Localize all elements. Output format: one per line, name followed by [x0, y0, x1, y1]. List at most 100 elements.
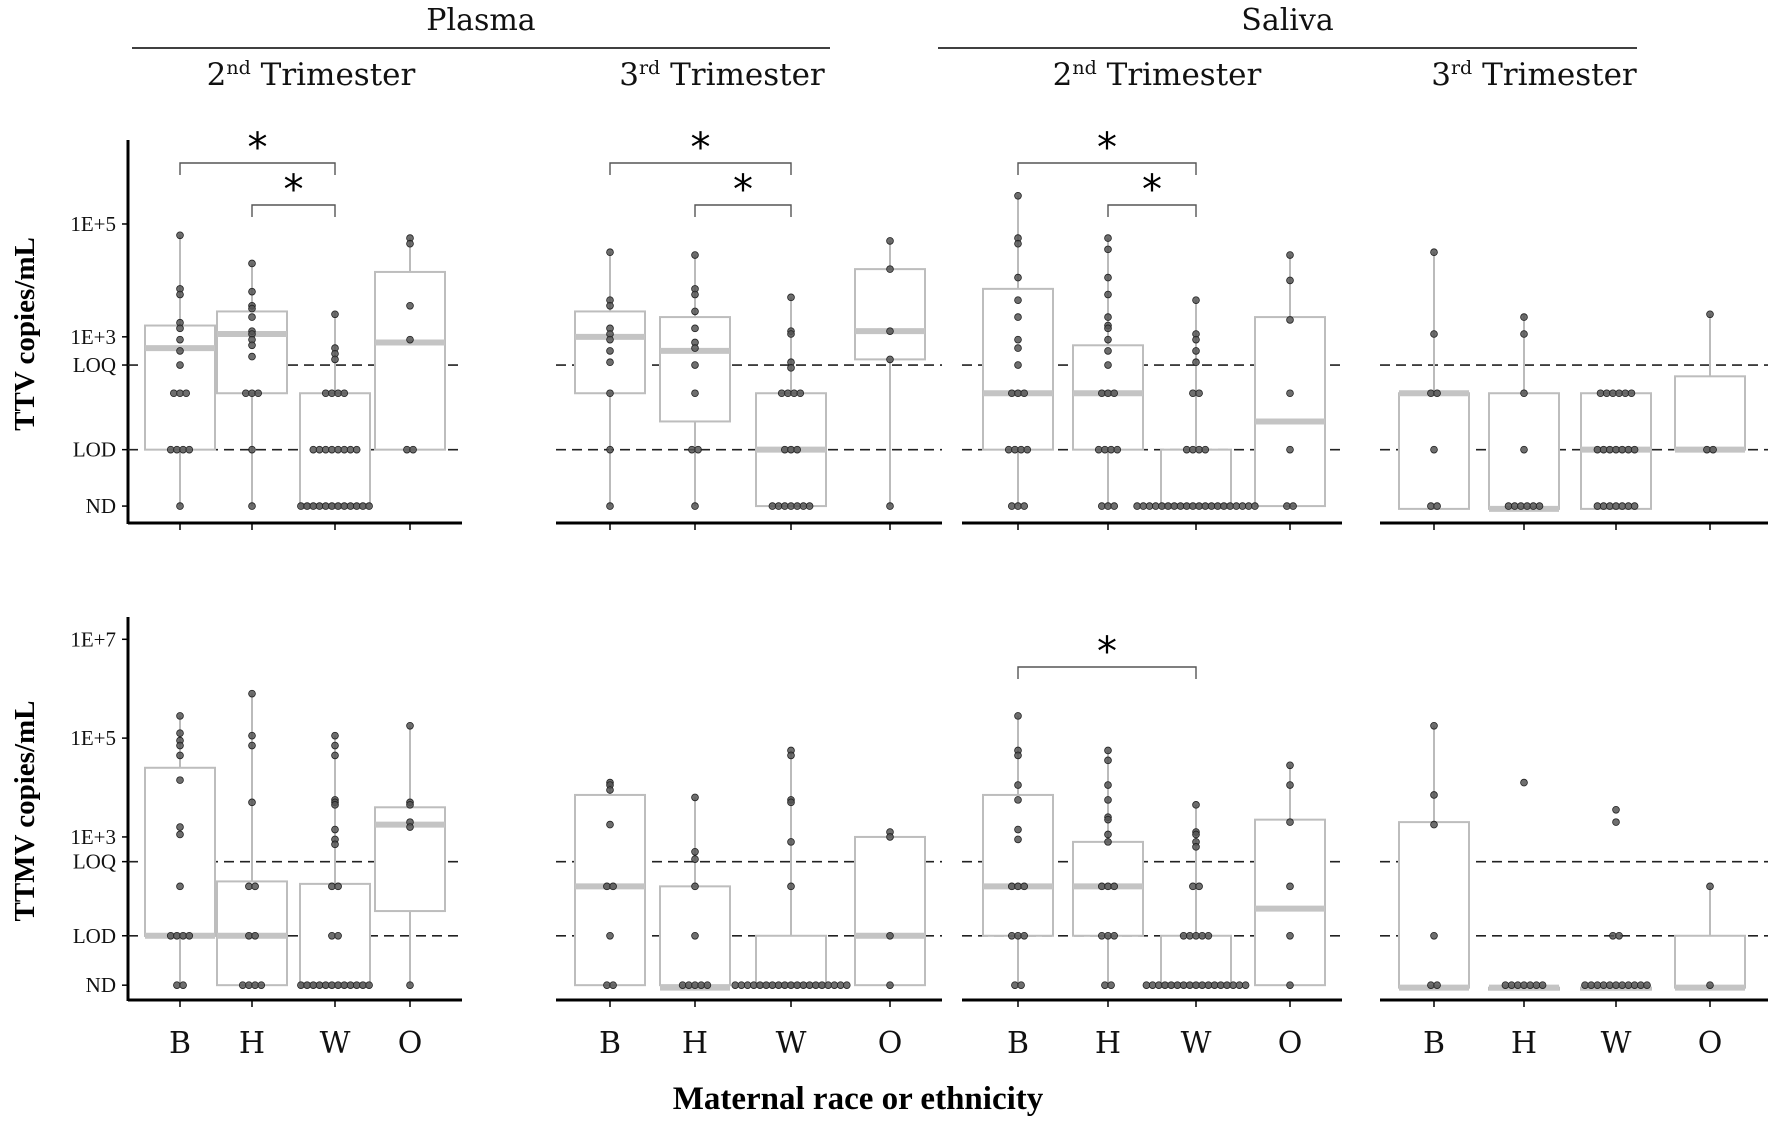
data-point: [1517, 502, 1525, 510]
data-point: [1192, 931, 1200, 940]
data-point: [1430, 931, 1438, 940]
data-point: [1110, 389, 1118, 398]
data-point: [1606, 445, 1614, 454]
data-point: [886, 237, 894, 245]
significance-bracket: [1107, 204, 1197, 217]
data-point: [406, 823, 414, 831]
data-point: [609, 882, 617, 891]
data-point: [1167, 981, 1175, 989]
data-point: [176, 290, 184, 299]
data-point: [1251, 502, 1259, 510]
box: [659, 316, 731, 423]
x-tick-label: B: [169, 1026, 191, 1061]
data-point: [1094, 445, 1103, 454]
data-point: [787, 293, 795, 302]
data-point: [1186, 931, 1194, 940]
data-point: [1223, 981, 1231, 989]
x-tick-label: O: [1278, 1026, 1303, 1061]
data-point: [1104, 756, 1112, 765]
data-point: [793, 981, 801, 989]
data-point: [176, 389, 184, 398]
data-point: [777, 389, 786, 398]
data-point: [787, 798, 795, 807]
x-tick-label: H: [1095, 1026, 1121, 1061]
data-point: [1139, 502, 1148, 510]
data-point: [703, 981, 712, 989]
data-point: [606, 445, 614, 454]
data-point: [1596, 389, 1605, 398]
data-point: [406, 981, 414, 989]
data-point: [1107, 981, 1115, 989]
data-point: [1204, 981, 1213, 989]
data-point: [1593, 445, 1602, 454]
data-point: [1004, 445, 1013, 454]
data-point: [787, 838, 795, 846]
data-point: [886, 265, 894, 273]
data-point: [248, 798, 256, 807]
data-point: [185, 445, 194, 454]
data-point: [1179, 981, 1188, 989]
data-point: [1014, 361, 1022, 369]
data-point: [245, 981, 253, 989]
x-tick-label: O: [398, 1026, 423, 1061]
data-point: [1286, 389, 1294, 398]
data-point: [1612, 981, 1620, 989]
panel: **: [962, 125, 1342, 530]
data-point: [1630, 981, 1639, 989]
data-point: [1229, 981, 1237, 989]
data-point: [1286, 981, 1294, 989]
x-tick-label: O: [878, 1026, 903, 1061]
data-point: [1615, 389, 1623, 398]
data-point: [173, 931, 181, 940]
data-point: [691, 251, 699, 259]
data-point: [1104, 273, 1112, 282]
data-point: [1186, 981, 1194, 989]
data-point: [309, 502, 318, 510]
sample-type-header: Plasma: [426, 3, 536, 38]
data-point: [1433, 389, 1441, 398]
data-point: [1020, 882, 1028, 891]
data-point: [1007, 389, 1016, 398]
data-point: [1020, 502, 1028, 510]
y-tick-label: LOD: [73, 924, 116, 948]
data-point: [1430, 248, 1438, 256]
data-point: [331, 731, 339, 740]
data-point: [606, 301, 614, 310]
box: [755, 934, 827, 987]
data-point: [1523, 502, 1531, 510]
data-point: [1612, 445, 1620, 454]
data-point: [886, 327, 894, 335]
data-point: [1176, 502, 1185, 510]
data-point: [796, 389, 805, 398]
data-point: [179, 445, 187, 454]
data-point: [248, 502, 256, 510]
data-point: [1430, 791, 1438, 799]
data-point: [1606, 981, 1614, 989]
y-tick-label: 1E+5: [70, 726, 116, 750]
data-point: [842, 981, 851, 989]
data-point: [328, 931, 336, 940]
data-point: [331, 840, 339, 849]
significance-bracket: [251, 204, 336, 217]
data-point: [251, 931, 259, 940]
data-point: [1011, 445, 1019, 454]
data-point: [1104, 838, 1112, 846]
data-point: [691, 307, 699, 316]
data-point: [886, 355, 894, 364]
panel: [1380, 248, 1768, 530]
data-point: [787, 981, 795, 989]
data-point: [1630, 445, 1639, 454]
panels: NDLODLOQ1E+31E+5******NDLODLOQ1E+31E+51E…: [70, 125, 1768, 1061]
data-point: [737, 981, 746, 989]
data-point: [1148, 981, 1157, 989]
data-point: [1104, 313, 1112, 321]
data-point: [1286, 316, 1294, 324]
data-point: [1433, 502, 1441, 510]
data-point: [257, 981, 266, 989]
data-point: [1098, 502, 1106, 510]
significance-star: *: [1097, 629, 1117, 675]
data-point: [1244, 502, 1253, 510]
data-point: [409, 445, 417, 454]
data-point: [406, 239, 414, 248]
